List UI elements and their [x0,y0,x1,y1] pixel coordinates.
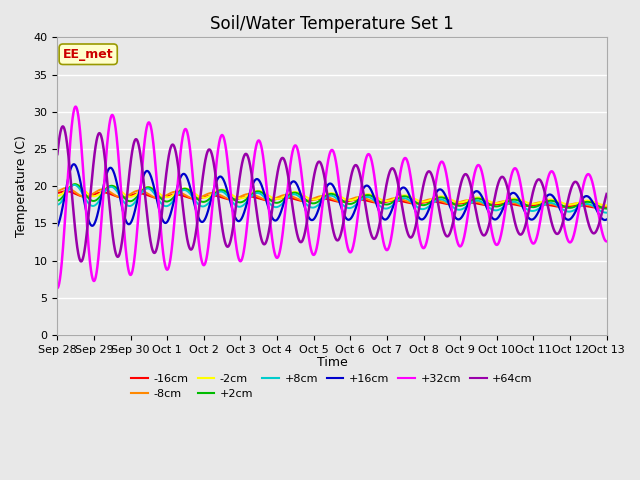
+8cm [492,207,500,213]
+16cm [554,203,562,208]
-8cm [603,203,611,209]
+32cm [492,241,500,247]
-16cm [54,190,61,196]
-8cm [348,196,356,202]
+2cm [207,195,214,201]
-16cm [207,193,214,199]
+8cm [554,204,562,209]
+2cm [54,198,61,204]
-16cm [348,197,356,203]
-16cm [595,205,602,211]
+32cm [570,233,577,239]
+64cm [555,230,563,236]
+64cm [492,189,500,195]
-2cm [570,202,577,207]
-16cm [492,202,500,207]
+32cm [348,247,356,253]
+8cm [54,202,61,207]
-8cm [360,195,368,201]
+32cm [554,189,562,195]
+8cm [570,208,577,214]
Line: +16cm: +16cm [58,164,607,226]
+64cm [603,191,611,197]
-16cm [554,204,562,210]
Line: -8cm: -8cm [58,188,607,207]
+16cm [570,212,577,218]
Title: Soil/Water Temperature Set 1: Soil/Water Temperature Set 1 [210,15,454,33]
+8cm [603,210,611,216]
+64cm [348,169,356,175]
-8cm [54,188,61,194]
Text: EE_met: EE_met [63,48,113,61]
+64cm [77,259,85,264]
+2cm [360,193,368,199]
+8cm [360,195,368,201]
+2cm [348,201,356,206]
-16cm [360,197,368,203]
+32cm [207,220,214,226]
-2cm [554,198,562,204]
-2cm [348,197,356,203]
+2cm [492,204,500,209]
-8cm [492,200,500,206]
Line: +2cm: +2cm [58,184,607,209]
+2cm [570,204,577,210]
Line: +32cm: +32cm [58,107,607,288]
+64cm [360,195,368,201]
+32cm [54,285,61,291]
-8cm [570,201,577,206]
+16cm [70,161,78,167]
+8cm [207,197,214,203]
-2cm [492,200,500,206]
-2cm [603,203,611,208]
+16cm [207,198,214,204]
-2cm [54,193,61,199]
+64cm [59,123,67,129]
+32cm [72,104,79,109]
+2cm [554,200,562,206]
Line: -2cm: -2cm [58,184,607,205]
Legend: -16cm, -8cm, -2cm, +2cm, +8cm, +16cm, +32cm, +64cm: -16cm, -8cm, -2cm, +2cm, +8cm, +16cm, +3… [127,370,537,404]
Line: -16cm: -16cm [58,191,607,208]
+16cm [603,216,611,222]
+64cm [54,151,61,157]
+8cm [348,204,356,210]
+64cm [207,149,215,155]
-2cm [207,192,214,198]
+32cm [360,166,368,171]
-2cm [72,181,79,187]
+2cm [603,206,611,212]
+16cm [348,214,356,220]
-8cm [63,185,70,191]
+32cm [603,239,611,244]
+16cm [54,223,61,229]
Line: +8cm: +8cm [58,185,607,213]
-16cm [62,188,70,194]
+2cm [71,181,79,187]
Y-axis label: Temperature (C): Temperature (C) [15,135,28,237]
+64cm [570,180,578,186]
-16cm [570,203,577,208]
Line: +64cm: +64cm [58,126,607,262]
+8cm [70,182,78,188]
-8cm [207,190,214,196]
-16cm [603,204,611,210]
+16cm [492,216,500,222]
+16cm [360,185,368,191]
-8cm [594,204,602,210]
-8cm [554,203,562,209]
-2cm [360,192,368,198]
X-axis label: Time: Time [317,356,348,369]
